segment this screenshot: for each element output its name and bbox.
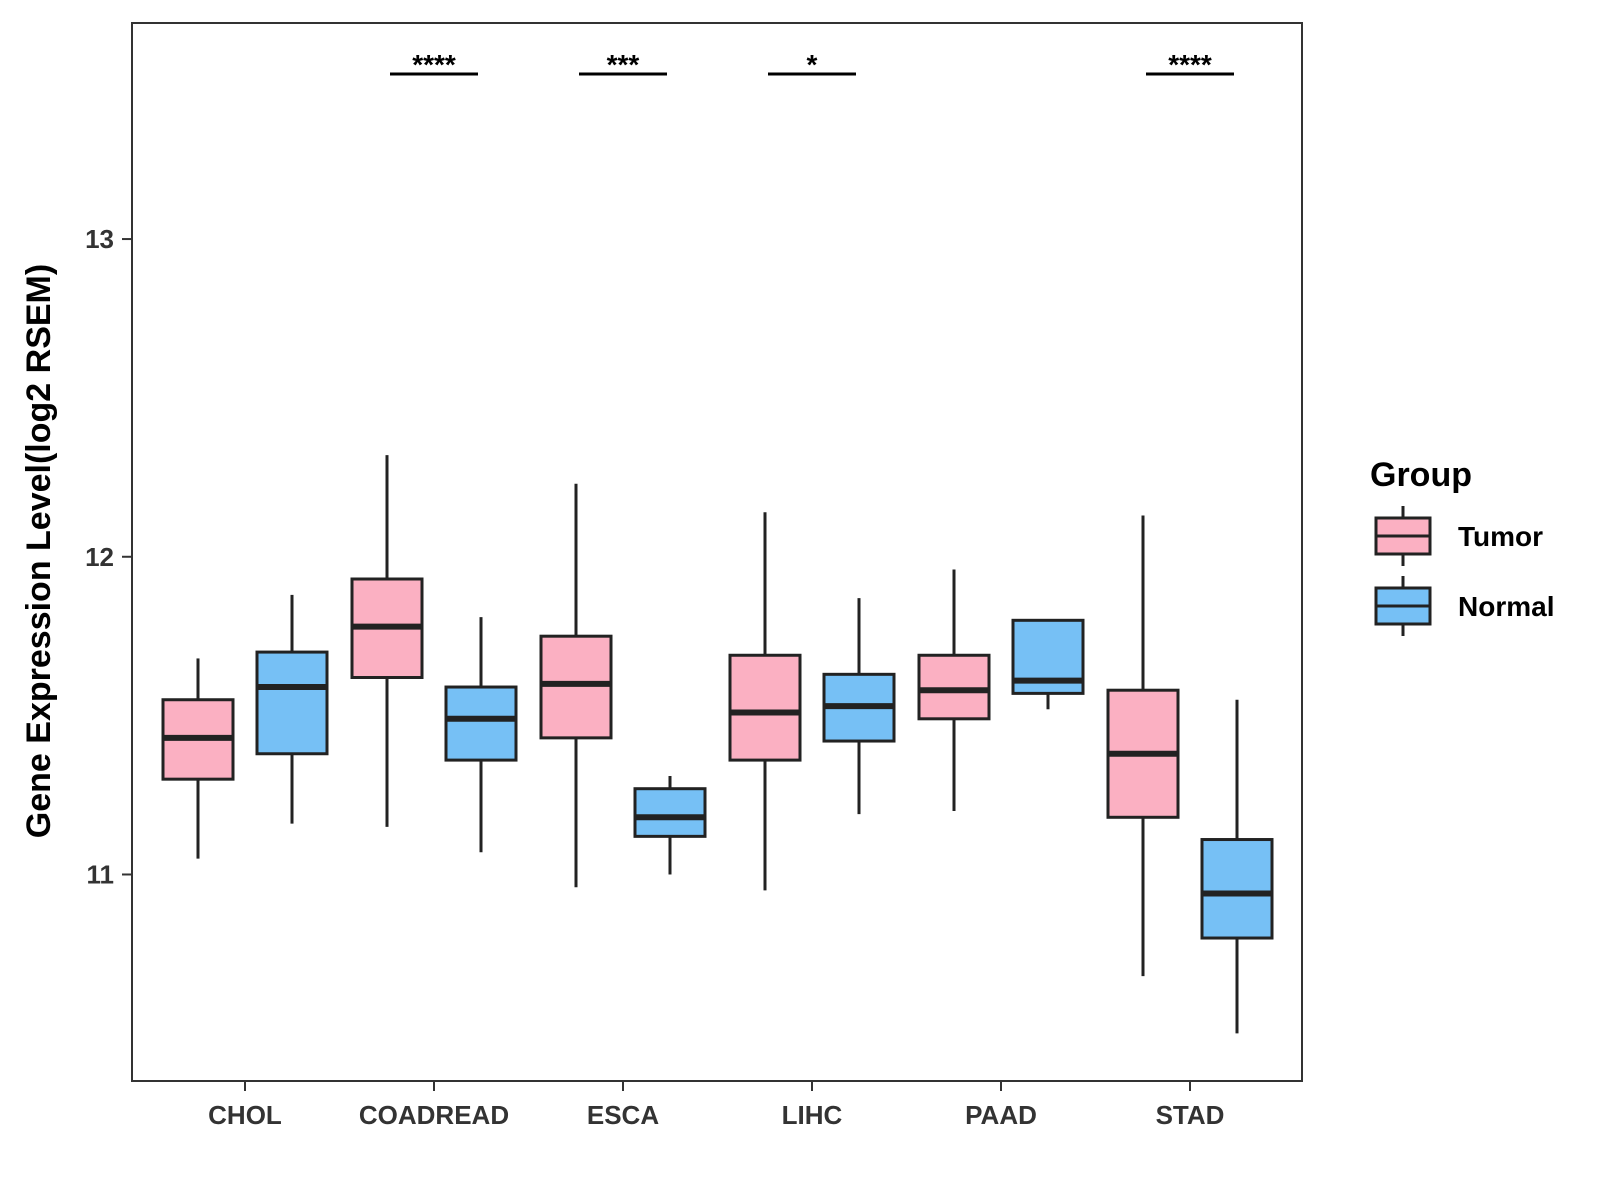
significance-label: ***	[607, 49, 640, 80]
box-tumor-coadread	[350, 455, 424, 827]
y-axis-title: Gene Expression Level(log2 RSEM)	[20, 264, 58, 838]
box-normal-paad	[1011, 618, 1085, 710]
axes: CHOL COADREAD ESCA LIHC PAAD STAD 11 12 13	[85, 224, 1224, 1130]
y-tick-label: 11	[87, 859, 115, 889]
box-normal-chol	[255, 594, 329, 824]
box-normal-coadread	[444, 617, 518, 853]
significance-label: ****	[412, 49, 456, 80]
legend-title: Group	[1370, 456, 1472, 494]
box-tumor-stad	[1106, 515, 1180, 977]
x-tick-label: COADREAD	[359, 1100, 509, 1130]
panel-border	[131, 22, 1303, 1082]
box-tumor-lihc	[728, 512, 802, 891]
x-tick-label: STAD	[1156, 1100, 1225, 1130]
significance-label: *	[807, 49, 818, 80]
legend-item-tumor: Tumor	[1374, 506, 1543, 566]
box-normal-stad	[1200, 699, 1274, 1034]
x-tick-label: CHOL	[208, 1100, 282, 1130]
box-normal-lihc	[822, 598, 896, 815]
legend-label: Normal	[1458, 591, 1554, 622]
box-body	[255, 650, 329, 756]
box-tumor-esca	[539, 483, 613, 888]
legend-item-normal: Normal	[1374, 576, 1554, 636]
box-body	[539, 634, 613, 740]
y-tick-label: 13	[85, 224, 114, 254]
legend: Group Tumor Normal	[1370, 456, 1554, 636]
box-body	[1200, 838, 1274, 940]
x-tick-label: PAAD	[965, 1100, 1037, 1130]
y-tick-label: 12	[85, 542, 114, 572]
legend-label: Tumor	[1458, 521, 1543, 552]
plot-area: **** *** * ****	[161, 49, 1274, 1034]
significance-label: ****	[1168, 49, 1212, 80]
box-body	[633, 787, 707, 838]
box-normal-esca	[633, 775, 707, 875]
box-tumor-chol	[161, 658, 235, 859]
x-tick-label: LIHC	[782, 1100, 843, 1130]
box-body	[444, 685, 518, 762]
box-tumor-paad	[917, 569, 991, 811]
box-body	[728, 653, 802, 762]
x-tick-label: ESCA	[587, 1100, 659, 1130]
box-body	[917, 653, 991, 721]
